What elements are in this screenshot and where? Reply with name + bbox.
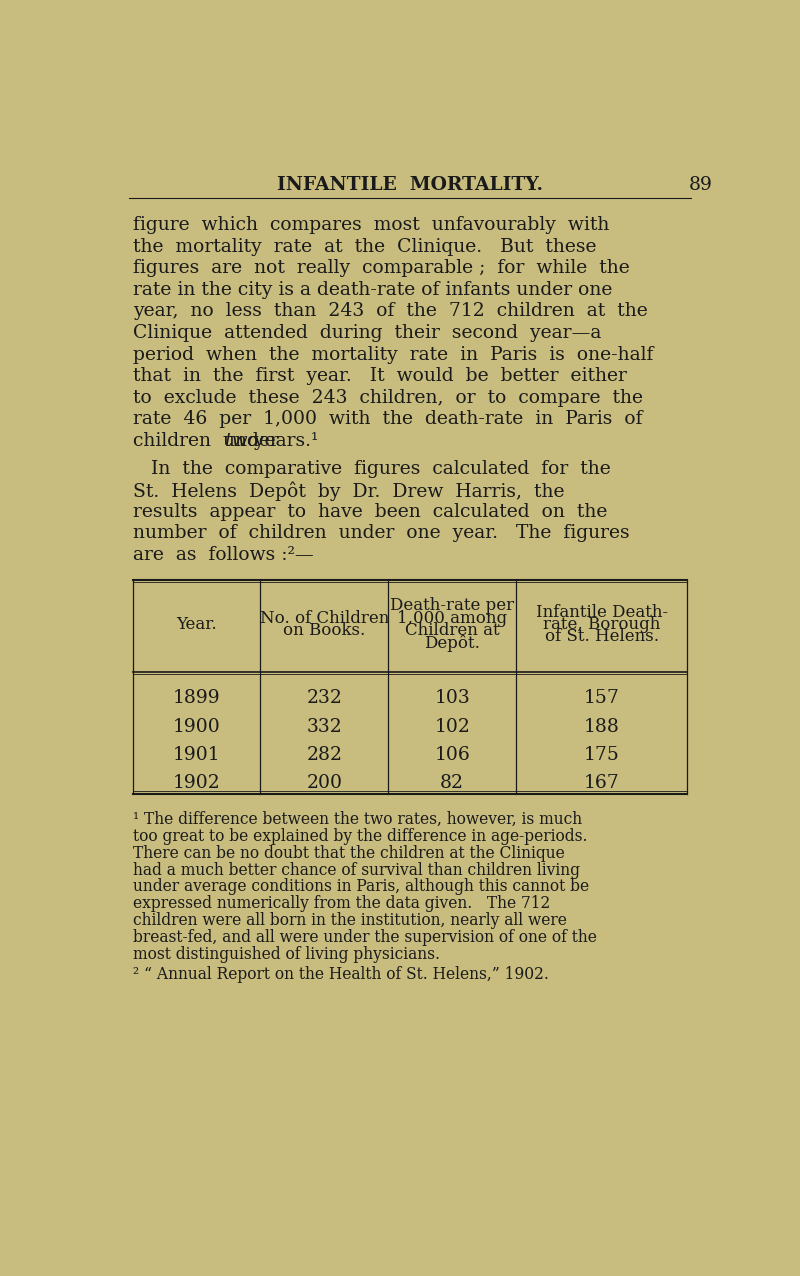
Text: 332: 332 — [306, 717, 342, 735]
Text: 282: 282 — [306, 745, 342, 763]
Text: had a much better chance of survival than children living: had a much better chance of survival tha… — [133, 861, 579, 878]
Text: breast-fed, and all were under the supervision of one of the: breast-fed, and all were under the super… — [133, 929, 597, 947]
Text: 167: 167 — [584, 773, 620, 792]
Text: children  under: children under — [133, 431, 290, 450]
Text: St.  Helens  Depôt  by  Dr.  Drew  Harris,  the: St. Helens Depôt by Dr. Drew Harris, the — [133, 481, 564, 500]
Text: Depôt.: Depôt. — [424, 634, 480, 652]
Text: Infantile Death-: Infantile Death- — [536, 604, 668, 620]
Text: on Books.: on Books. — [283, 621, 366, 639]
Text: are  as  follows :²—: are as follows :²— — [133, 546, 314, 564]
Text: expressed numerically from the data given.   The 712: expressed numerically from the data give… — [133, 896, 550, 912]
Text: most distinguished of living physicians.: most distinguished of living physicians. — [133, 947, 439, 963]
Text: rate  46  per  1,000  with  the  death-rate  in  Paris  of: rate 46 per 1,000 with the death-rate in… — [133, 411, 642, 429]
Text: 1899: 1899 — [173, 689, 220, 707]
Text: 1902: 1902 — [173, 773, 220, 792]
Text: period  when  the  mortality  rate  in  Paris  is  one-half: period when the mortality rate in Paris … — [133, 346, 653, 364]
Text: ¹ The difference between the two rates, however, is much: ¹ The difference between the two rates, … — [133, 810, 582, 828]
Text: results  appear  to  have  been  calculated  on  the: results appear to have been calculated o… — [133, 503, 607, 521]
Text: that  in  the  first  year.   It  would  be  better  either: that in the first year. It would be bett… — [133, 367, 626, 385]
Text: 103: 103 — [434, 689, 470, 707]
Text: children were all born in the institution, nearly all were: children were all born in the institutio… — [133, 912, 566, 929]
Text: rate in the city is a death-rate of infants under one: rate in the city is a death-rate of infa… — [133, 281, 612, 299]
Text: 106: 106 — [434, 745, 470, 763]
Text: years.¹: years.¹ — [242, 431, 318, 450]
Text: 200: 200 — [306, 773, 342, 792]
Text: 188: 188 — [584, 717, 620, 735]
Text: year,  no  less  than  243  of  the  712  children  at  the: year, no less than 243 of the 712 childr… — [133, 302, 647, 320]
Text: Death-rate per: Death-rate per — [390, 597, 514, 614]
Text: Year.: Year. — [176, 616, 217, 633]
Text: the  mortality  rate  at  the  Clinique.   But  these: the mortality rate at the Clinique. But … — [133, 237, 596, 255]
Text: In  the  comparative  figures  calculated  for  the: In the comparative figures calculated fo… — [133, 459, 610, 477]
Text: 1900: 1900 — [173, 717, 220, 735]
Text: 82: 82 — [440, 773, 464, 792]
Text: Clinique  attended  during  their  second  year—a: Clinique attended during their second ye… — [133, 324, 601, 342]
Text: number  of  children  under  one  year.   The  figures: number of children under one year. The f… — [133, 524, 629, 542]
Text: Children at: Children at — [405, 621, 499, 639]
Text: two: two — [226, 431, 260, 450]
Text: No. of Children: No. of Children — [260, 610, 389, 627]
Text: 175: 175 — [584, 745, 620, 763]
Text: 157: 157 — [584, 689, 620, 707]
Text: under average conditions in Paris, although this cannot be: under average conditions in Paris, altho… — [133, 878, 589, 896]
Text: There can be no doubt that the children at the Clinique: There can be no doubt that the children … — [133, 845, 564, 861]
Text: 89: 89 — [689, 176, 713, 194]
Text: too great to be explained by the difference in age-periods.: too great to be explained by the differe… — [133, 828, 587, 845]
Text: of St. Helens.: of St. Helens. — [545, 628, 659, 646]
Text: figure  which  compares  most  unfavourably  with: figure which compares most unfavourably … — [133, 216, 609, 235]
Text: rate, Borough: rate, Borough — [543, 616, 661, 633]
Text: ² “ Annual Report on the Health of St. Helens,” 1902.: ² “ Annual Report on the Health of St. H… — [133, 966, 549, 984]
Text: INFANTILE  MORTALITY.: INFANTILE MORTALITY. — [277, 176, 543, 194]
Text: figures  are  not  really  comparable ;  for  while  the: figures are not really comparable ; for … — [133, 259, 630, 277]
Text: 1901: 1901 — [173, 745, 220, 763]
Text: 1,000 among: 1,000 among — [397, 610, 507, 627]
Text: to  exclude  these  243  children,  or  to  compare  the: to exclude these 243 children, or to com… — [133, 389, 642, 407]
Text: 232: 232 — [306, 689, 342, 707]
Text: 102: 102 — [434, 717, 470, 735]
